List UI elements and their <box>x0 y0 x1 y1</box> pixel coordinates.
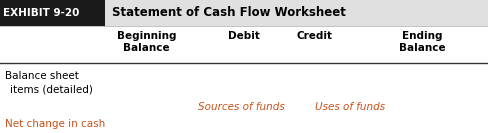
Text: Credit: Credit <box>297 31 333 41</box>
Text: EXHIBIT 9-20: EXHIBIT 9-20 <box>3 8 80 18</box>
Text: Statement of Cash Flow Worksheet: Statement of Cash Flow Worksheet <box>112 7 346 20</box>
FancyBboxPatch shape <box>0 0 488 26</box>
Text: Sources of funds: Sources of funds <box>198 102 285 112</box>
Text: Debit: Debit <box>228 31 260 41</box>
Text: Uses of funds: Uses of funds <box>315 102 385 112</box>
Text: Beginning
Balance: Beginning Balance <box>117 31 176 53</box>
Text: Ending
Balance: Ending Balance <box>399 31 446 53</box>
Text: Balance sheet: Balance sheet <box>5 71 79 81</box>
FancyBboxPatch shape <box>0 0 105 26</box>
Text: Net change in cash: Net change in cash <box>5 119 105 129</box>
Text: items (detailed): items (detailed) <box>10 85 93 95</box>
